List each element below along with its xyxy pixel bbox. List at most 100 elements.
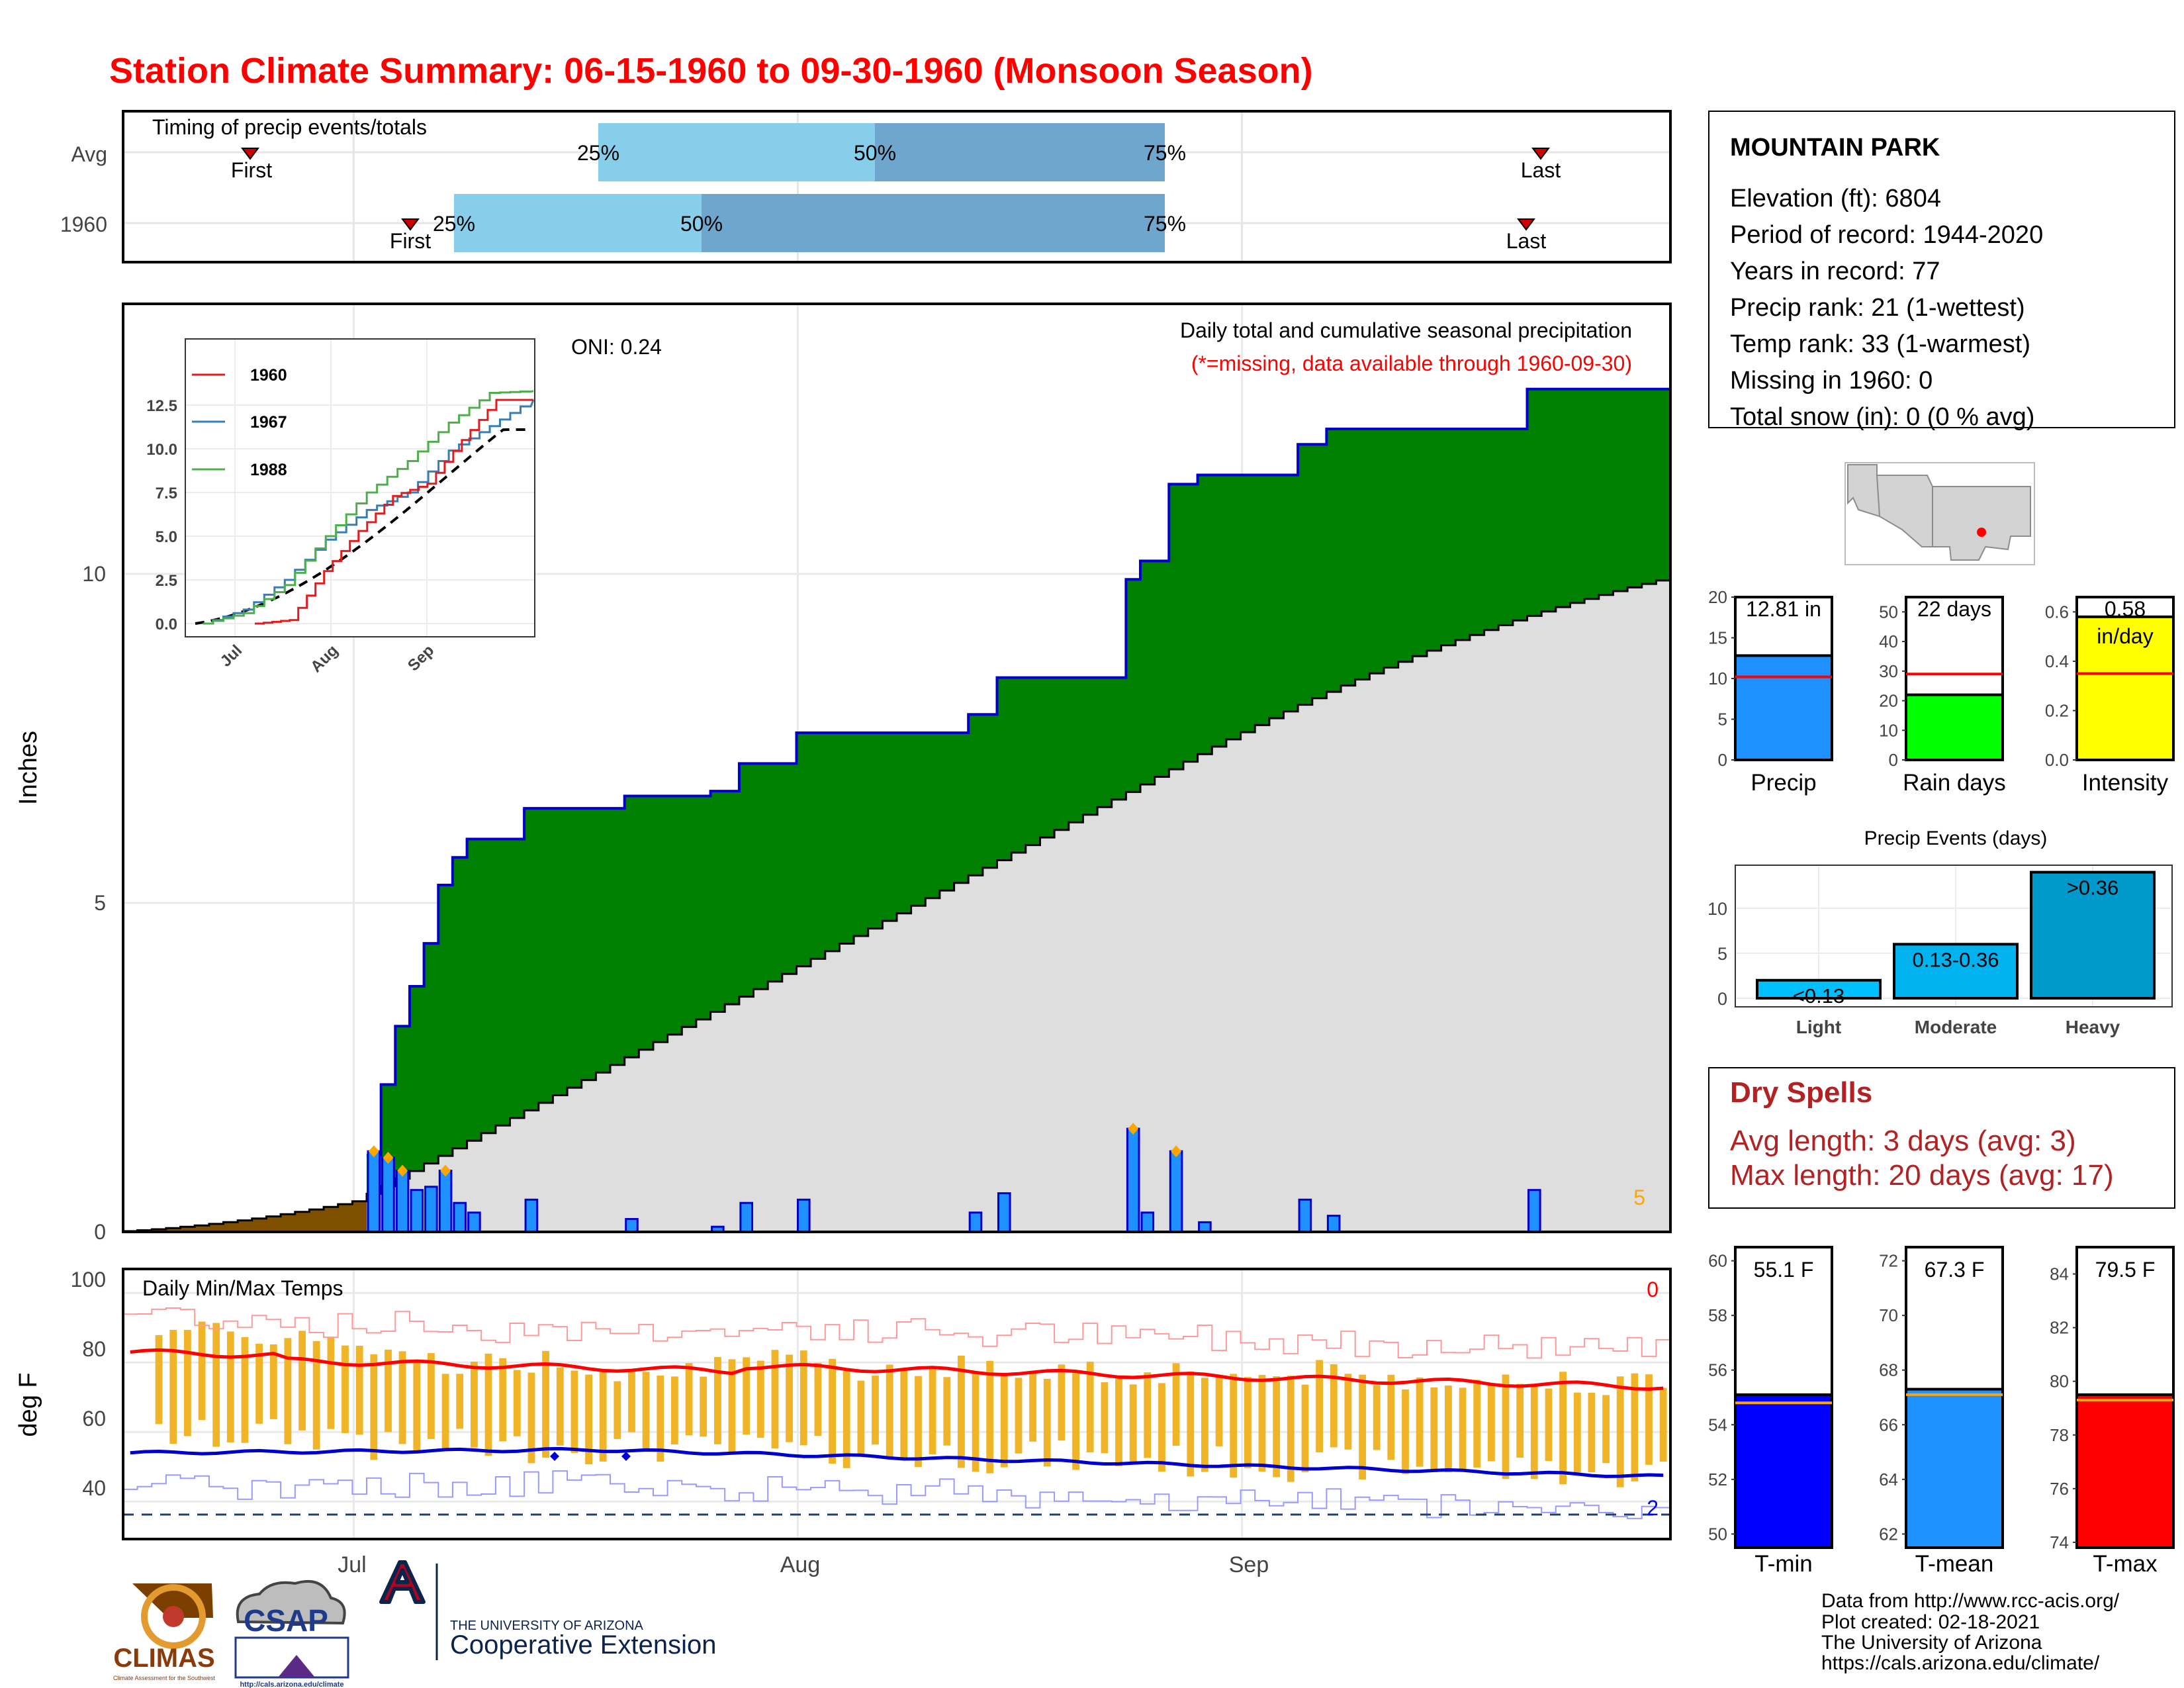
events-bar [1893, 943, 2019, 1000]
events-bar [1756, 978, 1882, 1000]
heavy-event-diamond [1171, 1145, 1182, 1158]
daily-temp-range-bar [1488, 1385, 1495, 1462]
station-years: Years in record: 77 [1730, 258, 1940, 285]
ua-logo: THE UNIVERSITY OF ARIZONA Cooperative Ex… [379, 1560, 716, 1660]
daily-temp-range-bar [1015, 1378, 1023, 1454]
daily-temp-range-bar [614, 1381, 621, 1439]
precip-ytick-5: 5 [94, 891, 106, 915]
daily-temp-range-bar [1129, 1384, 1137, 1464]
daily-temp-range-bar [1201, 1378, 1208, 1472]
heavy-event-diamond [383, 1151, 394, 1164]
precip-ytick-10: 10 [82, 562, 106, 586]
daily-temp-range-bar [599, 1370, 607, 1462]
temp-summary-tick-label: 82 [2050, 1318, 2069, 1338]
daily-temp-range-bar [1373, 1385, 1381, 1450]
daily-temp-range-bar [1000, 1375, 1008, 1468]
avg-p50-label: 50% [854, 141, 896, 165]
daily-temp-range-bar [1402, 1389, 1409, 1474]
daily-temp-range-bar [842, 1371, 850, 1468]
daily-temp-range-bar [1530, 1383, 1538, 1479]
temp-summary-tick-label: 52 [1708, 1470, 1727, 1489]
average-min-line [130, 1446, 1664, 1478]
temp-summary-tick-label: 70 [1879, 1305, 1898, 1325]
record-max-count: 0 [1647, 1278, 1659, 1301]
inset-chart: 0.02.55.07.510.012.5 Jul Aug Sep 1960 1967… [146, 338, 535, 676]
daily-temp-range-bar [642, 1372, 650, 1452]
summary-bar-tick-label: 30 [1879, 661, 1898, 681]
summary-bar-tick-label: 20 [1708, 587, 1727, 607]
daily-precip-bar [1198, 1221, 1212, 1233]
inset-ytick-label: 12.5 [146, 397, 177, 415]
daily-temp-range-bar [1602, 1395, 1610, 1464]
dry-spells-title: Dry Spells [1730, 1076, 1872, 1109]
temp-summary-value: 79.5 F [2095, 1258, 2156, 1282]
events-bar [2030, 870, 2156, 1000]
temp-summary-fill [2075, 1393, 2175, 1549]
heavy-event-count: 5 [1633, 1186, 1645, 1209]
temp-ytick-60: 60 [82, 1407, 106, 1430]
credit-data-source: Data from http://www.rcc-acis.org/ [1821, 1590, 2120, 1612]
ua-name: THE UNIVERSITY OF ARIZONA [450, 1618, 644, 1633]
daily-temp-range-bar [385, 1349, 392, 1432]
temp-panel-frame [122, 1268, 1672, 1540]
summary-bar-tick-label: 0 [1889, 750, 1898, 770]
daily-precip-bar [524, 1198, 539, 1233]
station-name: MOUNTAIN PARK [1730, 134, 1940, 162]
daily-precip-bar [739, 1201, 754, 1233]
southwest-states-shape [1847, 464, 2031, 561]
daily-temp-range-bar [1144, 1372, 1152, 1458]
heavy-event-diamond [368, 1145, 379, 1158]
daily-temp-range-bar [513, 1370, 521, 1436]
events-ytick-0: 0 [1717, 989, 1727, 1009]
daily-temp-range-bar [1258, 1375, 1266, 1472]
temp-summary-group: 79.5 F T-max 74 76 78 80 82 84 [2050, 1246, 2175, 1577]
daily-temp-range-bar [341, 1345, 349, 1433]
summary-bar-tick-label: 50 [1879, 602, 1898, 622]
timing-1960-q2-bar [702, 194, 1165, 252]
extreme-event-markers [368, 1123, 1182, 1177]
events-bar-label: <0.13 [1793, 984, 1844, 1008]
daily-temp-range-bars [155, 1321, 1667, 1487]
inset-series-1960 [255, 399, 533, 625]
daily-temp-range-bar [1230, 1374, 1238, 1478]
summary-bar-tick-label: 0.6 [2045, 602, 2069, 622]
daily-temp-range-bar [929, 1366, 936, 1454]
min-temp-marker [550, 1452, 559, 1461]
summary-bar-tick-label: 0 [1718, 750, 1727, 770]
daily-precip-bar [625, 1218, 639, 1233]
temp-summary-tick-label: 54 [1708, 1415, 1727, 1434]
daily-temp-range-bar [1244, 1377, 1251, 1468]
daily-temp-range-bar [1430, 1387, 1438, 1472]
temp-summary-tick-label: 74 [2050, 1532, 2069, 1552]
daily-temp-range-bar [743, 1357, 751, 1435]
events-cat-heavy: Heavy [2066, 1017, 2120, 1037]
station-snow: Total snow (in): 0 (0 % avg) [1730, 403, 2034, 431]
inset-ytick-label: 7.5 [156, 485, 177, 502]
daily-temp-range-bar [184, 1330, 191, 1436]
daily-temp-range-bar [169, 1330, 177, 1444]
events-cat-light: Light [1796, 1017, 1841, 1037]
summary-bar-value: 22 days [1917, 597, 1991, 621]
1960-first-label: First [390, 229, 431, 253]
temp-summary-tick-label: 62 [1879, 1524, 1898, 1544]
state-border [1876, 475, 1880, 517]
temp-summary-value: 67.3 F [1925, 1258, 1985, 1282]
temp-summary-tick-label: 78 [2050, 1425, 2069, 1445]
daily-temp-range-bar [1058, 1364, 1066, 1441]
daily-temp-range-bar [212, 1323, 220, 1447]
csap-mountain [278, 1655, 315, 1677]
credits: Data from http://www.rcc-acis.org/ Plot … [1821, 1590, 2120, 1674]
temp-panel-title: Daily Min/Max Temps [142, 1276, 343, 1300]
station-box-frame [1708, 111, 2175, 428]
timing-avg-q2-bar [875, 123, 1165, 181]
events-ytick-10: 10 [1707, 899, 1727, 919]
cumulative-1960-line [367, 387, 1670, 1157]
daily-temp-range-bar [900, 1370, 908, 1459]
events-title: Precip Events (days) [1864, 827, 2048, 849]
daily-temp-range-bar [714, 1357, 721, 1444]
daily-temp-range-bar [355, 1346, 363, 1435]
daily-temp-range-bar [471, 1362, 478, 1448]
daily-temp-range-bar [1659, 1387, 1667, 1462]
daily-temp-range-bar [312, 1341, 320, 1450]
